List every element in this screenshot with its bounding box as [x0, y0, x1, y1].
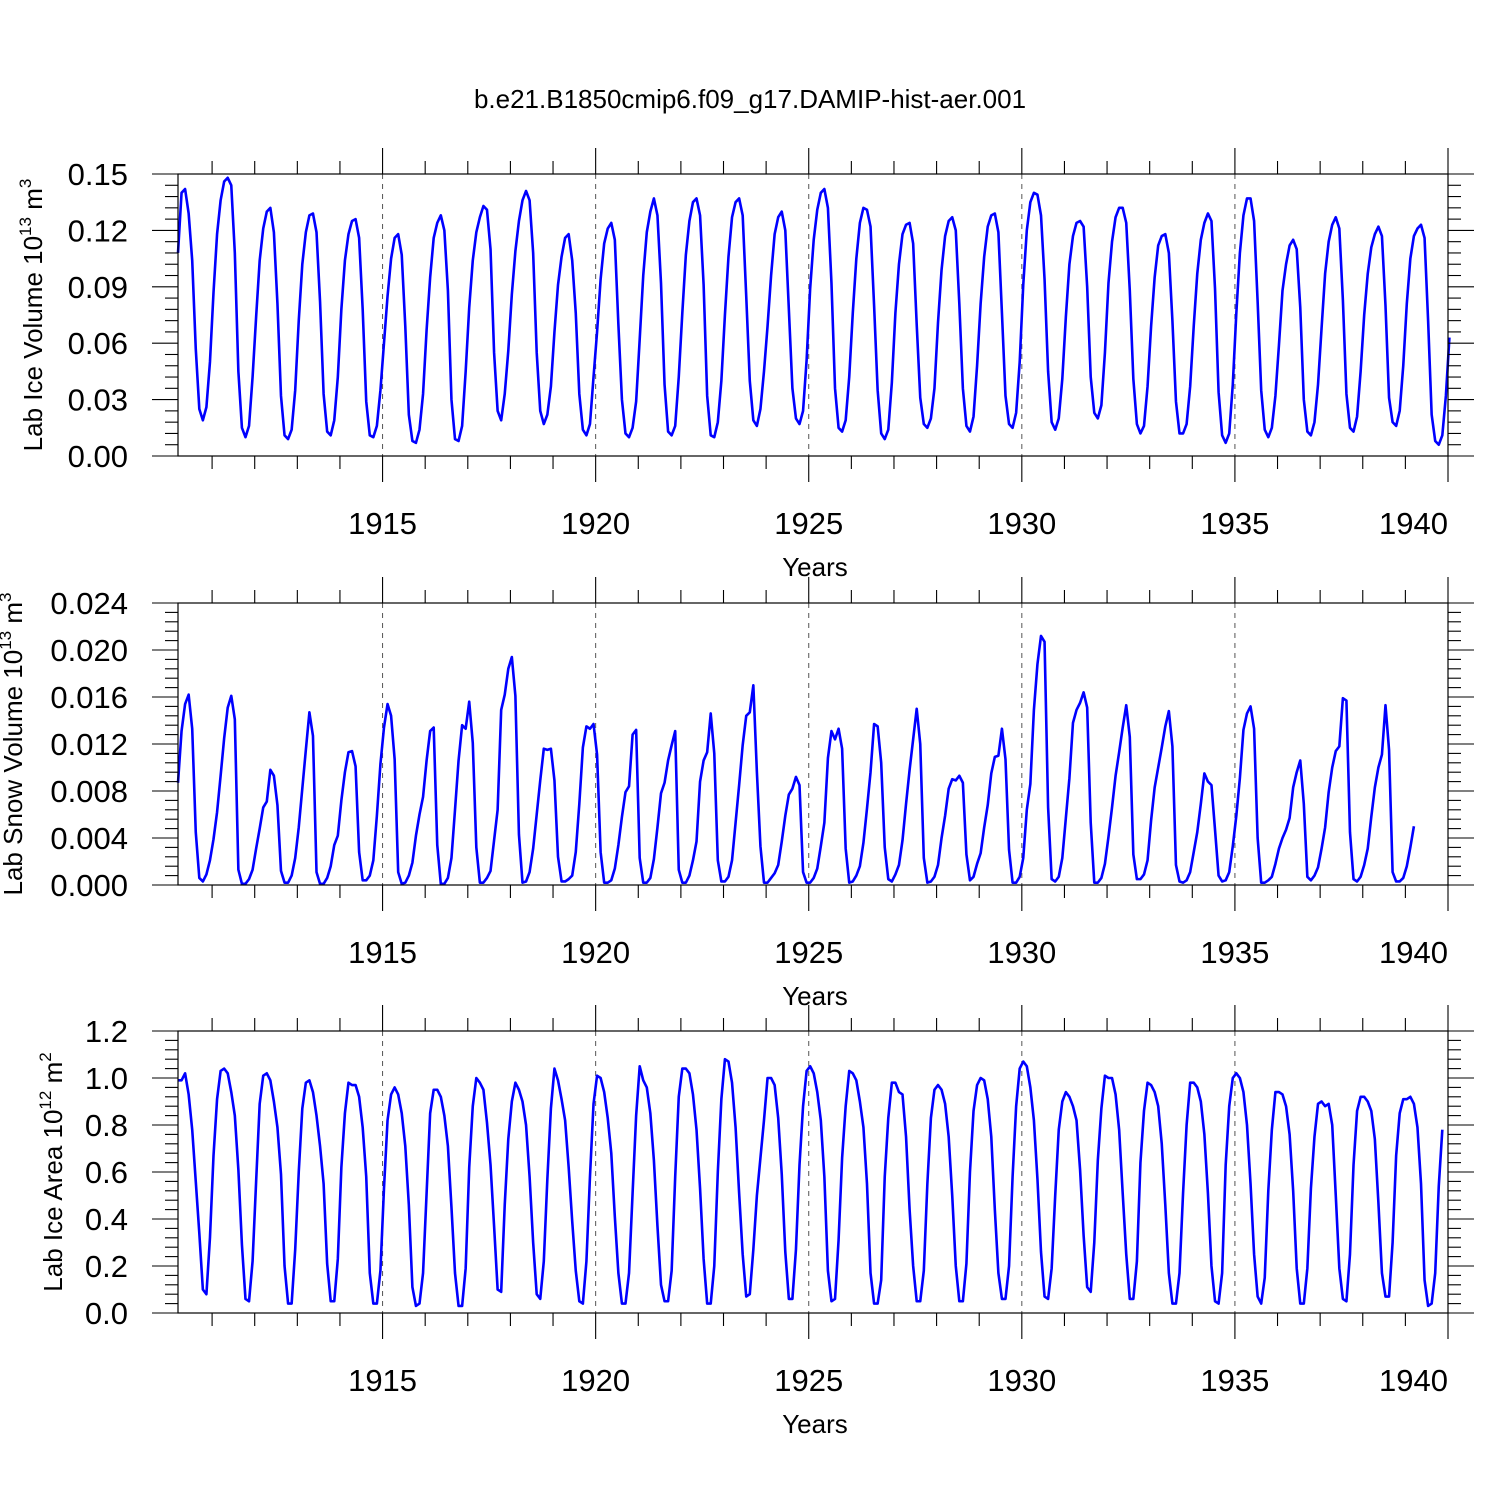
ice-volume-y-tick-label: 0.12 — [68, 213, 128, 248]
ice-volume-y-tick-label: 0.09 — [68, 270, 128, 305]
ice-volume-x-tick-label: 1940 — [1379, 506, 1448, 541]
ice-area-line — [178, 1057, 1444, 1308]
ice-area-ticks — [152, 1005, 1474, 1339]
snow-volume-x-tick-label: 1940 — [1379, 935, 1448, 970]
ice-area-x-tick-label: 1940 — [1379, 1363, 1448, 1398]
ice-area-y-tick-label: 1.2 — [85, 1014, 128, 1049]
ice-area-y-tick-label: 0.0 — [85, 1296, 128, 1331]
ice-area-y-tick-label: 0.6 — [85, 1155, 128, 1190]
ice-volume-x-axis-label: Years — [782, 552, 848, 582]
snow-volume-tick-labels: 0.000 0.004 0.008 0.012 0.016 0.020 0.024 1915 1… — [50, 586, 1448, 970]
ice-volume-x-tick-label: 1930 — [987, 506, 1056, 541]
ice-area-panel: 0.0 0.2 0.4 0.6 0.8 1.0 1.2 1915 1920 1925 1930 193… — [36, 1005, 1474, 1439]
snow-volume-panel: 0.000 0.004 0.008 0.012 0.016 0.020 0.024 1915 1… — [0, 577, 1474, 1011]
ice-area-y-tick-label: 1.0 — [85, 1061, 128, 1096]
ice-area-x-tick-label: 1915 — [348, 1363, 417, 1398]
ice-area-x-axis-label: Years — [782, 1409, 848, 1439]
ice-area-y-tick-label: 0.4 — [85, 1202, 128, 1237]
ice-area-tick-labels: 0.0 0.2 0.4 0.6 0.8 1.0 1.2 1915 1920 1925 1930 193… — [85, 1014, 1448, 1398]
ice-volume-y-tick-label: 0.00 — [68, 439, 128, 474]
ice-volume-line — [176, 176, 1451, 447]
ice-volume-x-tick-label: 1920 — [561, 506, 630, 541]
ice-area-y-tick-label: 0.8 — [85, 1108, 128, 1143]
ice-volume-x-tick-label: 1915 — [348, 506, 417, 541]
ice-area-x-tick-label: 1925 — [774, 1363, 843, 1398]
ice-volume-frame — [177, 173, 1449, 457]
snow-volume-y-tick-label: 0.024 — [50, 586, 128, 621]
snow-volume-ticks — [152, 577, 1474, 911]
ice-volume-y-tick-label: 0.15 — [68, 157, 128, 192]
ice-area-x-tick-label: 1930 — [987, 1363, 1056, 1398]
snow-volume-x-tick-label: 1930 — [987, 935, 1056, 970]
snow-volume-y-tick-label: 0.008 — [50, 774, 128, 809]
snow-volume-y-tick-label: 0.012 — [50, 727, 128, 762]
ice-area-grid — [382, 1031, 1236, 1313]
snow-volume-x-tick-label: 1920 — [561, 935, 630, 970]
snow-volume-y-tick-label: 0.020 — [50, 633, 128, 668]
snow-volume-y-tick-label: 0.004 — [50, 821, 128, 856]
snow-volume-x-tick-label: 1925 — [774, 935, 843, 970]
snow-volume-y-tick-label: 0.016 — [50, 680, 128, 715]
snow-volume-y-tick-label: 0.000 — [50, 868, 128, 903]
ice-volume-x-tick-label: 1935 — [1200, 506, 1269, 541]
ice-volume-ticks — [152, 148, 1474, 482]
snow-volume-y-axis-label: Lab Snow Volume 1013 m3 — [0, 592, 28, 895]
snow-volume-x-tick-label: 1915 — [348, 935, 417, 970]
ice-volume-x-tick-label: 1925 — [774, 506, 843, 541]
ice-area-y-axis-label: Lab Ice Area 1012 m2 — [36, 1052, 68, 1291]
ice-volume-y-tick-label: 0.03 — [68, 383, 128, 418]
ice-volume-tick-labels: 0.00 0.03 0.06 0.09 0.12 0.15 1915 1920 1925 1930… — [68, 157, 1448, 541]
figure-title: b.e21.B1850cmip6.f09_g17.DAMIP-hist-aer.… — [474, 84, 1026, 114]
snow-volume-line — [176, 634, 1416, 886]
ice-area-x-tick-label: 1935 — [1200, 1363, 1269, 1398]
ice-area-y-tick-label: 0.2 — [85, 1249, 128, 1284]
snow-volume-x-tick-label: 1935 — [1200, 935, 1269, 970]
ice-volume-y-tick-label: 0.06 — [68, 326, 128, 361]
ice-volume-y-axis-label: Lab Ice Volume 1013 m3 — [16, 179, 48, 452]
snow-volume-x-axis-label: Years — [782, 981, 848, 1011]
ice-volume-panel: 0.00 0.03 0.06 0.09 0.12 0.15 1915 1920 1925 1930… — [16, 148, 1474, 582]
ice-area-x-tick-label: 1920 — [561, 1363, 630, 1398]
